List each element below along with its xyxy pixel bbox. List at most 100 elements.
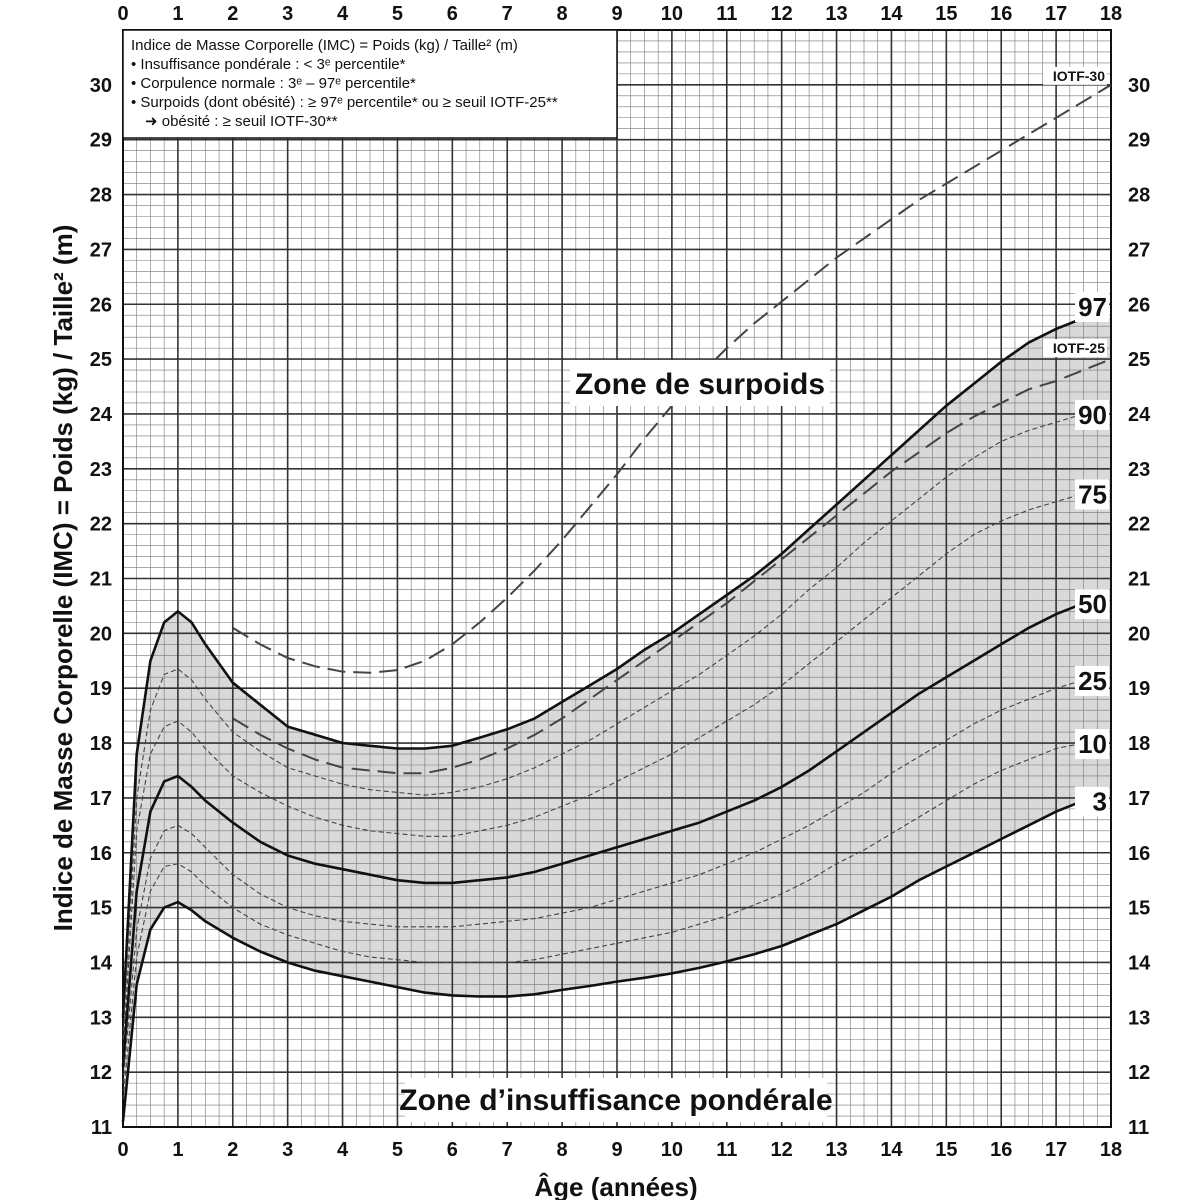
y-axis-label: Indice de Masse Corporelle (IMC) = Poids…	[48, 225, 78, 932]
x-tick-label-top: 16	[990, 3, 1012, 25]
x-tick-label-top: 3	[282, 3, 293, 25]
x-tick-label-top: 2	[227, 3, 238, 25]
x-tick-label-top: 17	[1045, 3, 1067, 25]
y-tick-label-right: 27	[1128, 239, 1150, 261]
y-tick-label-right: 22	[1128, 514, 1150, 536]
y-tick-label-right: 30	[1128, 75, 1150, 97]
legend-line: ➜ obésité : ≥ seuil IOTF-30**	[145, 113, 338, 130]
series-label-bg	[1075, 665, 1109, 696]
y-tick-label: 22	[90, 514, 112, 536]
y-tick-label-right: 14	[1128, 952, 1151, 974]
series-label-3: 3	[1093, 787, 1107, 817]
y-tick-label-right: 29	[1128, 130, 1150, 152]
series-label-bg	[1043, 66, 1107, 85]
series-label-bg	[1075, 479, 1109, 510]
series-label-25: 25	[1078, 666, 1107, 696]
y-tick-label-right: 23	[1128, 459, 1150, 481]
y-tick-label-right: 28	[1128, 185, 1150, 207]
x-tick-label-top: 7	[502, 3, 513, 25]
series-label-bg	[1075, 589, 1109, 620]
x-tick-label: 18	[1100, 1139, 1122, 1161]
y-tick-label-right: 26	[1128, 294, 1150, 316]
y-tick-label: 14	[90, 952, 113, 974]
y-tick-label: 25	[90, 349, 112, 371]
y-tick-label: 12	[90, 1062, 112, 1084]
y-tick-label-right: 13	[1128, 1007, 1150, 1029]
x-tick-label: 8	[557, 1139, 568, 1161]
y-tick-label-right: 11	[1128, 1117, 1149, 1139]
x-tick-label: 16	[990, 1139, 1012, 1161]
x-tick-label: 6	[447, 1139, 458, 1161]
y-tick-label: 20	[90, 623, 112, 645]
x-tick-label: 9	[611, 1139, 622, 1161]
x-tick-label: 10	[661, 1139, 683, 1161]
x-tick-label: 1	[172, 1139, 183, 1161]
x-tick-label-top: 10	[661, 3, 683, 25]
x-tick-label: 2	[227, 1139, 238, 1161]
x-tick-label: 13	[825, 1139, 847, 1161]
x-tick-label-top: 4	[337, 3, 349, 25]
series-label-97: 97	[1078, 292, 1107, 322]
series-label-bg	[1043, 339, 1107, 358]
y-tick-label-right: 15	[1128, 898, 1150, 920]
y-tick-label: 29	[90, 130, 112, 152]
series-line-3	[121, 799, 1085, 1122]
series-line-iotf-25	[232, 358, 1112, 775]
series-label-bg	[1075, 729, 1109, 760]
series-label-bg	[1075, 786, 1109, 817]
x-tick-label-top: 18	[1100, 3, 1122, 25]
y-tick-label-right: 20	[1128, 623, 1150, 645]
x-tick-label-top: 12	[771, 3, 793, 25]
series-label-50: 50	[1078, 589, 1107, 619]
series-label-iotf-25: IOTF-25	[1053, 340, 1105, 356]
series-label-90: 90	[1078, 400, 1107, 430]
y-tick-label: 18	[90, 733, 112, 755]
y-tick-label: 11	[91, 1117, 112, 1139]
x-tick-label-top: 11	[716, 3, 737, 25]
y-tick-label: 30	[90, 75, 112, 97]
grid-layer	[122, 29, 1112, 1128]
series-line-50	[121, 601, 1085, 1067]
series-label-iotf-30: IOTF-30	[1053, 68, 1105, 84]
series-line-75	[122, 492, 1084, 1056]
y-tick-label: 27	[90, 239, 112, 261]
series-line-97	[121, 316, 1085, 1018]
zone-overweight-bg	[570, 360, 830, 406]
series-line-10	[122, 742, 1084, 1100]
series-label-10: 10	[1078, 729, 1107, 759]
x-axis-label: Âge (années)	[534, 1172, 697, 1200]
y-tick-label-right: 17	[1128, 788, 1150, 810]
x-tick-label-top: 15	[935, 3, 957, 25]
x-tick-label: 0	[117, 1139, 128, 1161]
series-line-90	[122, 413, 1084, 1040]
y-tick-label-right: 18	[1128, 733, 1150, 755]
x-tick-label-top: 13	[825, 3, 847, 25]
legend-box: Indice de Masse Corporelle (IMC) = Poids…	[122, 29, 618, 139]
y-tick-label: 26	[90, 294, 112, 316]
series-line-25	[122, 679, 1084, 1084]
y-tick-label-right: 25	[1128, 349, 1150, 371]
y-tick-label: 24	[90, 404, 113, 426]
y-tick-label: 16	[90, 843, 112, 865]
series-label-75: 75	[1078, 479, 1107, 509]
x-tick-label-top: 0	[117, 3, 128, 25]
x-tick-label-top: 5	[392, 3, 403, 25]
x-tick-label: 12	[771, 1139, 793, 1161]
y-tick-label: 15	[90, 898, 112, 920]
x-tick-label: 5	[392, 1139, 403, 1161]
legend-line: Indice de Masse Corporelle (IMC) = Poids…	[131, 37, 518, 54]
y-tick-label: 28	[90, 185, 112, 207]
zone-overweight-label: Zone de surpoids	[575, 368, 825, 401]
legend-line: • Insuffisance pondérale : < 3ᵉ percenti…	[131, 56, 406, 73]
legend-frame	[122, 29, 618, 139]
x-tick-label-top: 8	[557, 3, 568, 25]
y-tick-label: 13	[90, 1007, 112, 1029]
series-label-bg	[1075, 291, 1109, 322]
y-tick-label: 17	[90, 788, 112, 810]
y-tick-label-right: 21	[1128, 569, 1150, 591]
y-tick-label: 21	[90, 569, 112, 591]
x-tick-label: 4	[337, 1139, 349, 1161]
legend-line: • Corpulence normale : 3ᵉ – 97ᵉ percenti…	[131, 75, 416, 92]
x-tick-label-top: 9	[611, 3, 622, 25]
